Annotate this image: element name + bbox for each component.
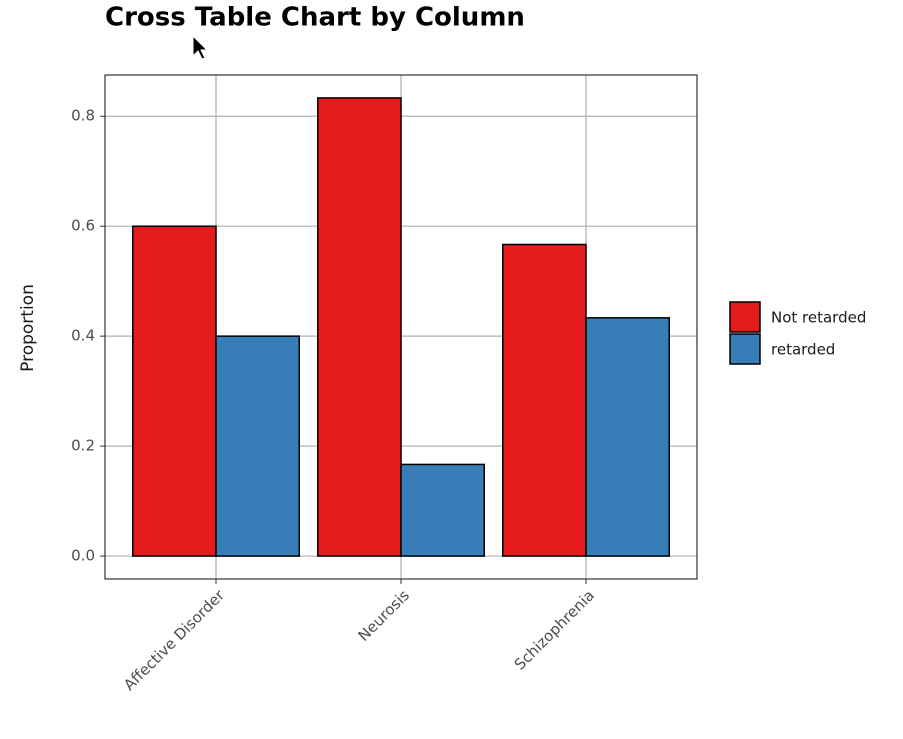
y-tick-label: 0.2 <box>71 437 95 455</box>
x-tick-label: Schizophrenia <box>511 586 598 673</box>
cursor <box>192 34 209 60</box>
bar <box>400 463 485 557</box>
bar <box>132 225 217 557</box>
y-tick-label: 0.8 <box>71 107 95 125</box>
legend-label: Not retarded <box>771 309 866 327</box>
x-tick-label: Affective Disorder <box>120 586 228 694</box>
y-tick-label: 0.6 <box>71 217 95 235</box>
chart-title: Cross Table Chart by Column <box>105 3 525 33</box>
bar <box>502 243 587 557</box>
x-tick-label: Neurosis <box>354 586 413 645</box>
y-tick-label: 0.4 <box>71 327 95 345</box>
y-axis-title: Proportion <box>18 284 38 372</box>
legend-key <box>729 333 761 365</box>
bar <box>585 317 670 557</box>
bar <box>317 97 402 557</box>
y-tick-label: 0.0 <box>71 547 95 565</box>
bar <box>215 335 300 557</box>
legend-key <box>729 301 761 333</box>
legend-label: retarded <box>771 341 835 359</box>
plot-border <box>104 74 698 580</box>
